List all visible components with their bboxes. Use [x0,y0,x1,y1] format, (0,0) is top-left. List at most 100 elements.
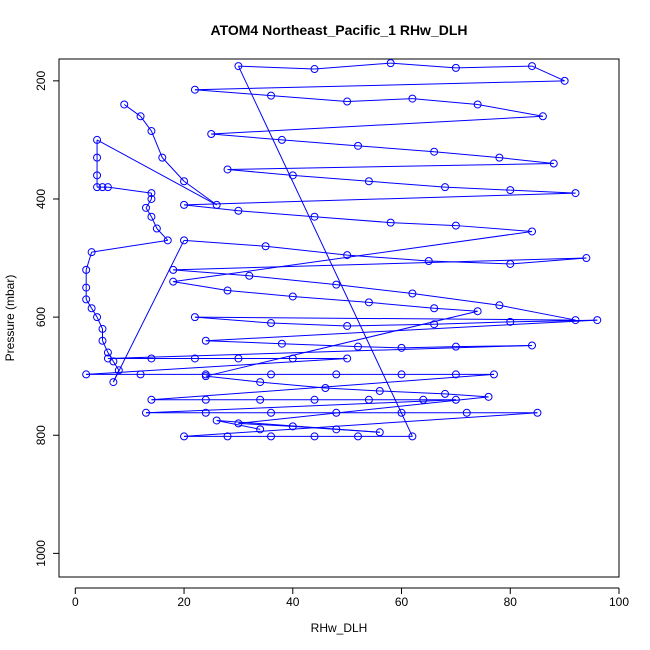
series-line-segment [173,269,250,277]
data-point [321,383,330,392]
data-point [430,147,439,156]
series-line-segment [249,275,337,286]
series-line-segment [173,230,533,283]
data-point [82,283,91,292]
data-point [223,165,232,174]
series-line-segment [238,422,293,427]
data-point [288,422,297,431]
data-point [201,395,210,404]
series-line-segment [510,257,587,265]
data-point [261,242,270,251]
data-point [397,408,406,417]
series-line-segment [368,180,446,188]
series-line-segment [434,321,511,325]
data-point [277,339,286,348]
series-line-segment [85,299,93,309]
data-point [593,316,602,325]
y-tick-label: 800 [34,425,48,445]
data-point [267,432,276,441]
data-point [332,408,341,417]
data-point [147,354,156,363]
series-line-segment [91,307,98,318]
data-point [169,265,178,274]
series-line-segment [194,80,565,91]
data-point [462,408,471,417]
series-line-segment [184,192,576,206]
data-point [343,251,352,260]
data-point [169,277,178,286]
data-point [256,425,265,434]
series-line-segment [292,174,369,182]
series-line-segment [265,245,348,256]
series-line-segment [227,290,293,297]
data-point [93,153,102,162]
data-point [451,221,460,230]
data-point [212,200,221,209]
data-point [397,343,406,352]
data-point [190,354,199,363]
data-point [234,62,243,71]
series-line-segment [455,225,533,232]
series-line-segment [292,295,369,303]
data-point [430,320,439,329]
data-point [386,218,395,227]
series-line-segment [531,65,565,82]
data-point [495,301,504,310]
series-line-segment [358,346,402,349]
data-point [364,177,373,186]
series-line-segment [194,316,576,321]
data-point [451,395,460,404]
data-point [451,63,460,72]
series-line-segment [107,186,152,194]
y-axis-label: Pressure (mbar) [3,275,17,362]
data-point [538,112,547,121]
series-line-segment [156,228,169,241]
data-point [441,183,450,192]
data-point [98,324,107,333]
data-point [549,159,558,168]
series-line-segment [205,310,478,377]
data-point [147,194,156,203]
data-point [310,212,319,221]
series-line-segment [499,157,554,165]
data-point [256,395,265,404]
series-line-segment [314,62,391,70]
data-point [528,62,537,71]
series-line-segment [347,323,435,327]
data-point [343,97,352,106]
x-tick-label: 60 [395,595,409,609]
data-point [364,298,373,307]
x-tick-label: 80 [504,595,518,609]
data-point [343,354,352,363]
data-point [93,183,102,192]
data-point [256,378,265,387]
data-point [473,307,482,316]
series-line-segment [477,103,543,117]
series-line-segment [107,344,533,359]
data-point [332,280,341,289]
series-line-segment [281,343,359,348]
series-line-segment [205,340,282,345]
data-point [93,135,102,144]
series-line-segment [401,346,456,349]
data-point [201,408,210,417]
data-marks [82,59,602,441]
data-point [528,341,537,350]
data-point [180,200,189,209]
series-line-segment [444,393,489,398]
series-line-segment [412,292,500,306]
series-line-segment [336,284,413,294]
data-point [375,386,384,395]
data-point [114,366,123,375]
data-point [180,432,189,441]
series-line-segment [91,239,168,253]
x-axis: 0 20 40 60 80 100 [72,587,629,609]
data-point [147,395,156,404]
y-tick-label: 200 [34,71,48,91]
series-line-segment [379,390,446,395]
data-point [82,370,91,379]
series-line-segment [238,396,489,424]
data-point [533,408,542,417]
series-line-segment [205,375,261,383]
